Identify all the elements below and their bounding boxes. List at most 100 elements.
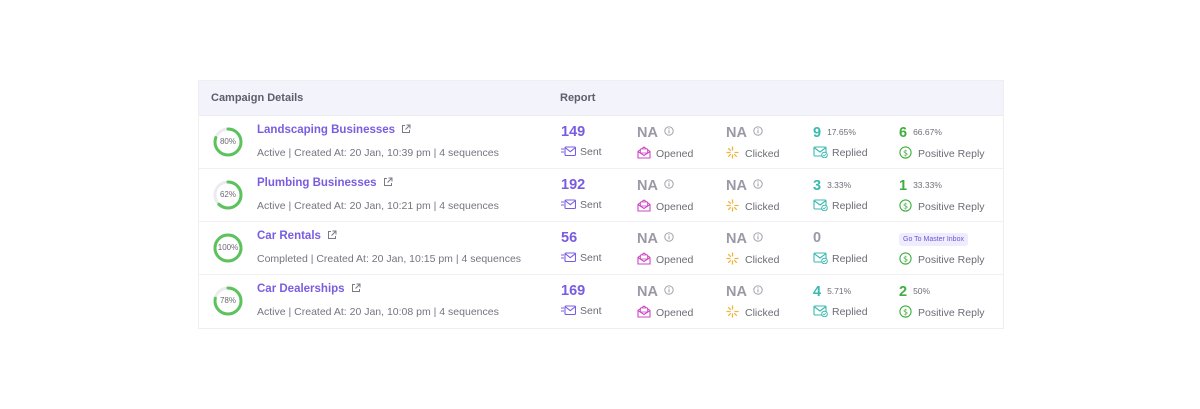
metric-sent: 149 Sent [561, 122, 602, 166]
clicked-label: Clicked [745, 254, 780, 266]
opened-label: Opened [656, 148, 694, 160]
sent-count: 169 [561, 283, 586, 299]
clicked-value: NA [726, 231, 747, 247]
opened-label: Opened [656, 307, 694, 319]
sent-count: 149 [561, 124, 586, 140]
campaign-name[interactable]: Car Rentals [257, 230, 321, 242]
progress-ring: 62% [212, 179, 244, 211]
progress-label: 80% [219, 137, 236, 146]
metric-positive-reply: 2 50% $ Positive Reply [899, 281, 985, 325]
dollar-icon: $ [899, 146, 915, 162]
table-row: 62% Plumbing Businesses Active | Created A… [199, 169, 1003, 222]
info-icon[interactable] [664, 175, 674, 195]
progress-ring: 78% [212, 285, 244, 317]
table-header: Campaign Details Report [199, 81, 1003, 116]
envelope-send-icon [561, 305, 577, 319]
progress-label: 78% [219, 296, 236, 305]
click-burst-icon [726, 252, 742, 268]
reply-envelope-icon [813, 252, 829, 267]
table-row: 100% Car Rentals Completed | Created At: 2… [199, 222, 1003, 275]
opened-value: NA [637, 284, 658, 300]
positive-percent: 66.67% [913, 127, 942, 137]
replied-count: 0 [813, 230, 822, 246]
clicked-value: NA [726, 125, 747, 141]
campaign-meta: Active | Created At: 20 Jan, 10:21 pm | … [257, 200, 499, 212]
info-icon[interactable] [753, 281, 763, 301]
sent-count: 192 [561, 177, 586, 193]
metric-positive-reply: 1 33.33% $ Positive Reply [899, 175, 985, 219]
metric-sent: 169 Sent [561, 281, 602, 325]
header-report: Report [560, 92, 596, 104]
table-body: 80% Landscaping Businesses Active | Create… [199, 116, 1003, 328]
metric-clicked: NA Clicked [726, 122, 779, 166]
reply-envelope-icon [813, 305, 829, 320]
positive-percent: 33.33% [913, 180, 942, 190]
metric-opened: NA Opened [637, 228, 693, 272]
envelope-send-icon [561, 252, 577, 266]
campaign-name-link[interactable]: Car Rentals [257, 230, 337, 243]
info-icon[interactable] [753, 228, 763, 248]
campaign-name[interactable]: Plumbing Businesses [257, 177, 377, 189]
replied-count: 4 [813, 284, 822, 300]
campaigns-table: Campaign Details Report 80% Landscaping B… [198, 80, 1004, 329]
positive-reply-label: Positive Reply [918, 201, 985, 213]
info-icon[interactable] [664, 228, 674, 248]
info-icon[interactable] [753, 175, 763, 195]
sent-count: 56 [561, 230, 578, 246]
table-row: 78% Car Dealerships Active | Created At: 2… [199, 275, 1003, 328]
clicked-label: Clicked [745, 307, 780, 319]
positive-count: 1 [899, 178, 908, 194]
dollar-icon: $ [899, 199, 915, 215]
sent-label: Sent [580, 305, 602, 317]
metric-sent: 56 Sent [561, 228, 602, 272]
replied-label: Replied [832, 306, 868, 318]
opened-value: NA [637, 178, 658, 194]
campaign-name[interactable]: Landscaping Businesses [257, 124, 396, 136]
positive-reply-label: Positive Reply [918, 307, 985, 319]
campaign-name[interactable]: Car Dealerships [257, 283, 345, 295]
open-envelope-icon [637, 146, 653, 162]
campaign-name-link[interactable]: Car Dealerships [257, 283, 361, 296]
metric-replied: 0 Replied [813, 228, 868, 272]
positive-count: 2 [899, 284, 908, 300]
metric-clicked: NA Clicked [726, 175, 779, 219]
envelope-send-icon [561, 146, 577, 160]
positive-percent: 50% [913, 286, 931, 296]
info-icon[interactable] [664, 122, 674, 142]
campaign-meta: Completed | Created At: 20 Jan, 10:15 pm… [257, 253, 522, 265]
external-link-icon[interactable] [351, 283, 361, 296]
external-link-icon[interactable] [327, 230, 337, 243]
replied-percent: 17.65% [827, 127, 856, 137]
click-burst-icon [726, 305, 742, 321]
positive-reply-label: Positive Reply [918, 148, 985, 160]
replied-count: 9 [813, 125, 822, 141]
open-envelope-icon [637, 199, 653, 215]
metric-replied: 3 3.33% Replied [813, 175, 868, 219]
info-icon[interactable] [753, 122, 763, 142]
opened-label: Opened [656, 201, 694, 213]
external-link-icon[interactable] [401, 124, 411, 137]
svg-text:$: $ [903, 201, 908, 210]
open-envelope-icon [637, 252, 653, 268]
replied-label: Replied [832, 253, 868, 265]
info-icon[interactable] [664, 281, 674, 301]
campaign-name-link[interactable]: Plumbing Businesses [257, 177, 393, 190]
campaign-meta: Active | Created At: 20 Jan, 10:39 pm | … [257, 147, 499, 159]
metric-positive-reply: 6 66.67% $ Positive Reply [899, 122, 985, 166]
metric-opened: NA Opened [637, 281, 693, 325]
metric-clicked: NA Clicked [726, 228, 779, 272]
campaign-name-link[interactable]: Landscaping Businesses [257, 124, 411, 137]
sent-label: Sent [580, 199, 602, 211]
progress-ring: 80% [212, 126, 244, 158]
clicked-label: Clicked [745, 148, 780, 160]
replied-percent: 5.71% [827, 286, 852, 296]
progress-ring: 100% [212, 232, 244, 264]
external-link-icon[interactable] [383, 177, 393, 190]
replied-count: 3 [813, 178, 822, 194]
go-to-master-inbox-button[interactable]: Go To Master Inbox [899, 233, 968, 246]
reply-envelope-icon [813, 146, 829, 161]
opened-value: NA [637, 231, 658, 247]
metric-replied: 9 17.65% Replied [813, 122, 868, 166]
progress-label: 100% [217, 243, 239, 252]
opened-label: Opened [656, 254, 694, 266]
